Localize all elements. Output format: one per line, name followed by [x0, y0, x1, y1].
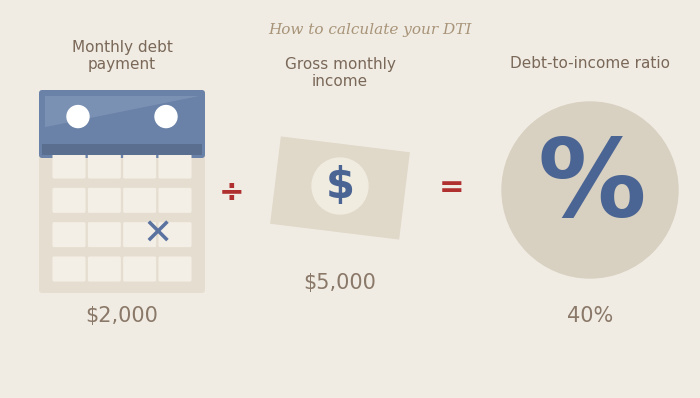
FancyBboxPatch shape: [123, 256, 156, 281]
FancyBboxPatch shape: [88, 256, 121, 281]
FancyBboxPatch shape: [158, 256, 192, 281]
Text: Debt-to-income ratio: Debt-to-income ratio: [510, 55, 670, 70]
FancyBboxPatch shape: [88, 222, 121, 247]
Text: 40%: 40%: [567, 306, 613, 326]
FancyBboxPatch shape: [158, 188, 192, 213]
Text: =: =: [439, 174, 465, 203]
Circle shape: [67, 105, 89, 128]
Text: Gross monthly
income: Gross monthly income: [285, 57, 395, 89]
FancyBboxPatch shape: [39, 90, 205, 293]
FancyBboxPatch shape: [123, 154, 156, 178]
Circle shape: [155, 105, 177, 128]
FancyBboxPatch shape: [52, 222, 85, 247]
Text: ÷: ÷: [219, 178, 245, 207]
FancyBboxPatch shape: [158, 154, 192, 178]
FancyBboxPatch shape: [123, 222, 156, 247]
FancyBboxPatch shape: [88, 154, 121, 178]
FancyBboxPatch shape: [42, 145, 202, 155]
FancyBboxPatch shape: [52, 154, 85, 178]
FancyBboxPatch shape: [88, 188, 121, 213]
Text: $2,000: $2,000: [85, 306, 158, 326]
Circle shape: [312, 158, 368, 214]
FancyBboxPatch shape: [42, 144, 202, 155]
FancyBboxPatch shape: [39, 90, 205, 158]
Text: $: $: [326, 165, 354, 207]
FancyBboxPatch shape: [158, 222, 192, 247]
Text: $5,000: $5,000: [304, 273, 377, 293]
Polygon shape: [270, 137, 410, 240]
Polygon shape: [45, 96, 199, 127]
Text: Monthly debt
payment: Monthly debt payment: [71, 40, 172, 72]
Text: %: %: [538, 133, 646, 239]
FancyBboxPatch shape: [123, 188, 156, 213]
Text: ✕: ✕: [142, 218, 172, 252]
FancyBboxPatch shape: [52, 256, 85, 281]
Text: How to calculate your DTI: How to calculate your DTI: [268, 23, 472, 37]
FancyBboxPatch shape: [52, 188, 85, 213]
Circle shape: [502, 102, 678, 278]
